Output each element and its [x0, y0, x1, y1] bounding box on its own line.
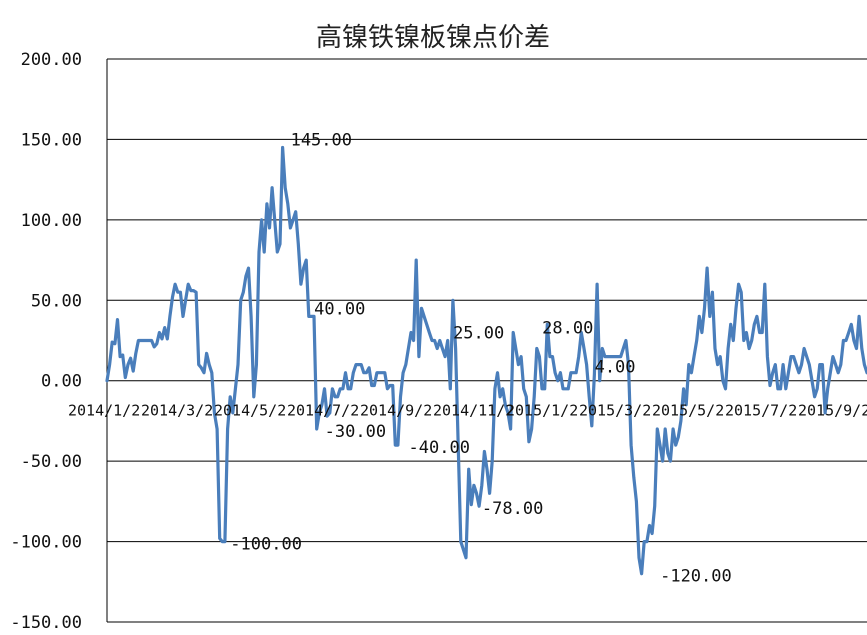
data-annotation: -100.00	[230, 535, 302, 555]
data-annotation: -30.00	[325, 422, 386, 442]
y-tick-label: 100.00	[21, 211, 82, 231]
x-tick-label: 2014/3/2	[141, 402, 213, 420]
x-tick-label: 2014/1/2	[68, 402, 140, 420]
y-tick-label: 0.00	[41, 372, 82, 392]
x-tick-label: 2014/11/2	[433, 402, 514, 420]
x-tick-label: 2015/7/2	[725, 402, 797, 420]
data-annotation: 25.00	[453, 324, 504, 344]
data-annotation: 4.00	[595, 357, 636, 377]
y-tick-label: 200.00	[21, 50, 82, 70]
data-annotation: -40.00	[409, 438, 470, 458]
x-tick-label: 2015/1/2	[506, 402, 578, 420]
data-annotation: 28.00	[542, 319, 593, 339]
y-tick-label: 50.00	[31, 291, 82, 311]
y-tick-label: -100.00	[10, 533, 82, 553]
y-tick-label: -50.00	[21, 452, 82, 472]
x-axis-ticks: 2014/1/2 2014/3/2 2014/5/2 2014/7/2 2014/9/2…	[68, 402, 867, 420]
y-tick-label: -150.00	[10, 613, 82, 633]
data-annotation: -78.00	[482, 499, 543, 519]
y-tick-label: 150.00	[21, 130, 82, 150]
x-tick-label: 2015/5/2	[652, 402, 724, 420]
data-annotation: 145.00	[291, 130, 352, 150]
data-annotation: 40.00	[314, 299, 365, 319]
x-tick-label: 2014/7/2	[287, 402, 359, 420]
y-axis-ticks: 200.00 150.00 100.00 50.00 0.00 -50.00 -100.00…	[10, 50, 82, 633]
chart-title: 高镍铁镍板镍点价差	[316, 23, 550, 53]
data-annotation: -120.00	[660, 567, 732, 587]
x-tick-label: 2015/3/2	[579, 402, 651, 420]
annotations: 145.00 40.00 -30.00 -100.00 -40.00 25.00 -78.0…	[230, 130, 731, 586]
x-tick-label: 2015/9/2	[798, 402, 867, 420]
x-tick-label: 2014/9/2	[360, 402, 432, 420]
x-tick-label: 2014/5/2	[214, 402, 286, 420]
